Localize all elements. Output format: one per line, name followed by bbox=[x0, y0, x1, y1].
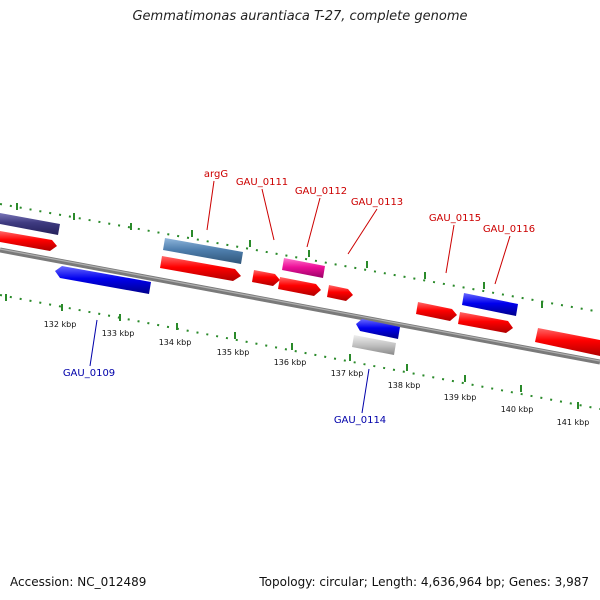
accession-label: Accession: NC_012489 bbox=[10, 575, 147, 589]
gene-argG[interactable] bbox=[163, 238, 243, 264]
label-GAU_0115: GAU_0115 bbox=[429, 213, 481, 224]
label-GAU_0114: GAU_0114 bbox=[334, 415, 386, 426]
label-GAU_0109: GAU_0109 bbox=[63, 368, 115, 379]
gene-GAU_0111[interactable] bbox=[252, 270, 280, 286]
gene-GAU_0113[interactable] bbox=[327, 285, 353, 301]
bottom-major-ticks bbox=[5, 294, 579, 409]
label-argG: argG bbox=[204, 169, 228, 180]
gene-blue-2[interactable] bbox=[356, 319, 400, 339]
genome-backbone bbox=[0, 247, 600, 365]
gene-GAU_0115[interactable] bbox=[458, 312, 513, 333]
gene-GAU_0114[interactable] bbox=[352, 335, 396, 355]
top-label-leaders bbox=[206, 180, 511, 285]
tick-label: 141 kbp bbox=[557, 418, 590, 427]
tick-label: 137 kbp bbox=[331, 369, 364, 378]
tick-label: 138 kbp bbox=[388, 381, 421, 390]
gene-navy-left[interactable] bbox=[0, 213, 60, 235]
gene-red-2[interactable] bbox=[278, 277, 321, 296]
label-GAU_0112: GAU_0112 bbox=[295, 186, 347, 197]
top-scale-line bbox=[0, 203, 600, 313]
bottom-scale-line bbox=[0, 294, 600, 410]
tick-label: 140 kbp bbox=[501, 405, 534, 414]
label-GAU_0111: GAU_0111 bbox=[236, 177, 288, 188]
map-title: Gemmatimonas aurantiaca T-27, complete g… bbox=[132, 9, 468, 24]
gene-red-1[interactable] bbox=[160, 256, 241, 281]
top-major-ticks bbox=[16, 203, 543, 308]
gene-red-left[interactable] bbox=[0, 231, 57, 251]
gene-red-right[interactable] bbox=[535, 328, 600, 356]
tick-label: 134 kbp bbox=[159, 338, 192, 347]
tick-label: 139 kbp bbox=[444, 393, 477, 402]
gene-GAU_0116[interactable] bbox=[462, 293, 518, 316]
label-GAU_0113: GAU_0113 bbox=[351, 197, 403, 208]
bottom-label-leaders bbox=[89, 319, 370, 414]
tick-label: 132 kbp bbox=[44, 320, 77, 329]
label-GAU_0116: GAU_0116 bbox=[483, 224, 535, 235]
gene-GAU_0112[interactable] bbox=[282, 258, 325, 278]
tick-label: 136 kbp bbox=[274, 358, 307, 367]
gene-red-3[interactable] bbox=[416, 302, 457, 321]
gene-GAU_0109[interactable] bbox=[55, 266, 151, 294]
tick-label: 135 kbp bbox=[217, 348, 250, 357]
genome-summary: Topology: circular; Length: 4,636,964 bp… bbox=[259, 575, 589, 589]
tick-label: 133 kbp bbox=[102, 329, 135, 338]
